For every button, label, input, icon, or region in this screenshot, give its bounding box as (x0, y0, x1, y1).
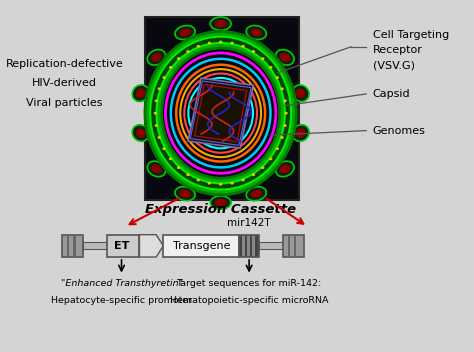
Ellipse shape (283, 124, 287, 127)
Ellipse shape (197, 45, 200, 48)
Ellipse shape (169, 157, 173, 160)
Text: Viral particles: Viral particles (26, 98, 102, 108)
FancyBboxPatch shape (27, 0, 474, 352)
Ellipse shape (261, 57, 264, 60)
Ellipse shape (208, 182, 211, 184)
Bar (247, 236, 250, 256)
Ellipse shape (269, 157, 273, 160)
Ellipse shape (175, 26, 195, 39)
Ellipse shape (215, 199, 227, 207)
Ellipse shape (215, 20, 227, 27)
Text: "Enhanced Transthyretin": "Enhanced Transthyretin" (61, 279, 182, 288)
Ellipse shape (296, 88, 306, 98)
Ellipse shape (261, 166, 264, 169)
Bar (283, 235, 304, 257)
Text: ET: ET (114, 241, 129, 251)
Text: mir142T: mir142T (228, 218, 271, 228)
Bar (67, 235, 70, 257)
Ellipse shape (154, 112, 157, 114)
Text: Hepatocyte-specific promoter: Hepatocyte-specific promoter (51, 296, 192, 306)
Ellipse shape (241, 45, 245, 48)
Text: (VSV.G): (VSV.G) (373, 61, 415, 71)
Text: Transgene: Transgene (173, 241, 230, 251)
Ellipse shape (280, 87, 284, 90)
Ellipse shape (191, 81, 250, 145)
Ellipse shape (246, 26, 266, 39)
Bar (294, 235, 296, 257)
Ellipse shape (177, 166, 181, 169)
Polygon shape (139, 235, 164, 257)
Ellipse shape (157, 136, 161, 139)
Ellipse shape (136, 88, 146, 98)
Ellipse shape (280, 53, 290, 62)
Text: Replication-defective: Replication-defective (5, 59, 123, 69)
Ellipse shape (219, 40, 222, 43)
Ellipse shape (252, 50, 255, 53)
Ellipse shape (275, 76, 279, 79)
Ellipse shape (169, 66, 173, 69)
Polygon shape (188, 78, 253, 148)
Bar (239, 235, 259, 257)
FancyBboxPatch shape (145, 17, 299, 200)
Ellipse shape (280, 164, 290, 174)
Ellipse shape (246, 187, 266, 201)
Bar (107, 235, 139, 257)
Ellipse shape (155, 124, 158, 127)
Ellipse shape (163, 147, 166, 150)
Ellipse shape (179, 29, 191, 37)
Ellipse shape (210, 17, 231, 30)
Ellipse shape (179, 190, 191, 198)
Ellipse shape (186, 50, 190, 53)
Ellipse shape (186, 173, 190, 176)
Text: Genomes: Genomes (373, 126, 426, 136)
Bar (73, 235, 75, 257)
Bar (242, 236, 246, 256)
Ellipse shape (276, 161, 294, 177)
Ellipse shape (276, 50, 294, 65)
Ellipse shape (252, 173, 255, 176)
Ellipse shape (280, 136, 284, 139)
Ellipse shape (147, 161, 165, 177)
Text: Target sequences for miR-142:: Target sequences for miR-142: (176, 279, 322, 288)
Bar (259, 243, 283, 249)
Ellipse shape (292, 125, 309, 142)
Ellipse shape (132, 125, 149, 142)
Ellipse shape (292, 85, 309, 101)
Ellipse shape (275, 147, 279, 150)
Bar (62, 235, 83, 257)
Text: Cell Targeting: Cell Targeting (373, 30, 449, 39)
Text: Receptor: Receptor (373, 45, 423, 55)
Text: Hematopoietic-specific microRNA: Hematopoietic-specific microRNA (170, 296, 328, 306)
Ellipse shape (132, 85, 149, 101)
Bar (288, 235, 290, 257)
Ellipse shape (284, 112, 288, 114)
Text: Capsid: Capsid (373, 89, 410, 99)
Ellipse shape (230, 182, 234, 184)
Ellipse shape (151, 53, 162, 62)
Bar (83, 243, 107, 249)
Ellipse shape (210, 196, 231, 209)
Ellipse shape (163, 76, 166, 79)
Ellipse shape (241, 178, 245, 181)
Bar (164, 235, 239, 257)
Ellipse shape (177, 57, 181, 60)
Ellipse shape (151, 164, 162, 174)
Ellipse shape (219, 183, 222, 186)
Ellipse shape (250, 190, 262, 198)
Ellipse shape (269, 66, 273, 69)
Ellipse shape (296, 128, 306, 138)
Bar (252, 236, 255, 256)
Ellipse shape (197, 178, 200, 181)
Ellipse shape (250, 29, 262, 37)
Ellipse shape (155, 99, 158, 102)
Ellipse shape (283, 99, 287, 102)
Ellipse shape (208, 42, 211, 44)
Ellipse shape (175, 187, 195, 201)
Ellipse shape (136, 128, 146, 138)
Ellipse shape (157, 87, 161, 90)
Ellipse shape (230, 42, 234, 44)
Ellipse shape (147, 50, 165, 65)
Text: HIV-derived: HIV-derived (32, 78, 97, 88)
Text: Expression Cassette: Expression Cassette (145, 203, 296, 216)
